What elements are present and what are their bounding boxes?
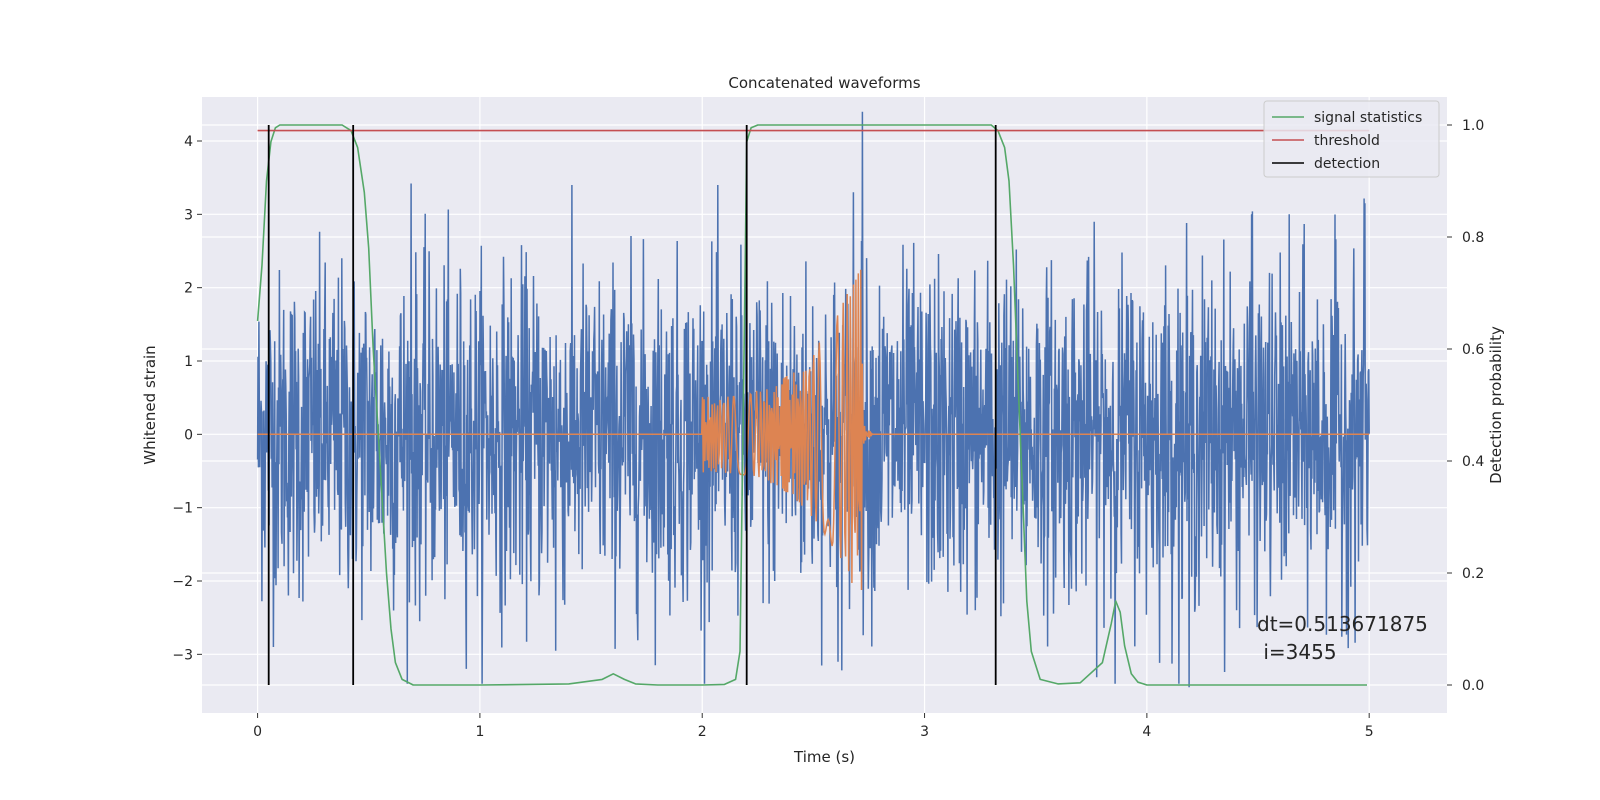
y2-tick-label: 1.0 xyxy=(1462,118,1484,134)
x-tick-label: 2 xyxy=(698,724,707,740)
legend: signal statistics threshold detection xyxy=(1263,100,1440,178)
y2-tick-label: 0.0 xyxy=(1462,678,1484,694)
y2-axis-label: Detection probability xyxy=(1487,326,1505,484)
y-tick-label: 0 xyxy=(184,427,193,443)
y-tick-label: 4 xyxy=(184,134,193,150)
legend-entry-threshold: threshold xyxy=(1314,133,1380,149)
y2-tick-label: 0.6 xyxy=(1462,342,1484,358)
y-tick-label: −1 xyxy=(172,501,193,517)
detection-series xyxy=(267,125,997,685)
y2-tick-label: 0.2 xyxy=(1462,566,1484,582)
y-tick-label: 2 xyxy=(184,281,193,297)
signal-statistics-line xyxy=(256,124,1367,686)
axis-ticks: 0 1 2 3 4 5 −3 −2 −1 0 1 2 3 4 0.0 0.2 0.4 0.6 0.8 1.0 xyxy=(172,118,1484,740)
y2-tick-label: 0.8 xyxy=(1462,230,1484,246)
legend-box xyxy=(1263,100,1440,178)
y-tick-label: 1 xyxy=(184,354,193,370)
legend-entry-signal-statistics: signal statistics xyxy=(1314,110,1422,126)
x-tick-label: 1 xyxy=(475,724,484,740)
y2-tick-label: 0.4 xyxy=(1462,454,1484,470)
y-tick-label: −2 xyxy=(172,574,193,590)
noise-strain-line xyxy=(256,111,1370,688)
legend-entry-detection: detection xyxy=(1314,156,1380,172)
y-axis-label: Whitened strain xyxy=(141,345,159,464)
chart-title: Concatenated waveforms xyxy=(728,74,920,92)
x-tick-label: 5 xyxy=(1365,724,1374,740)
signal-statistics-series xyxy=(256,124,1367,686)
x-tick-label: 4 xyxy=(1142,724,1151,740)
x-axis-label: Time (s) xyxy=(793,748,855,766)
x-tick-label: 0 xyxy=(253,724,262,740)
annotation-index: i=3455 xyxy=(1257,640,1337,664)
injected-signal-series xyxy=(257,269,1370,591)
x-tick-label: 3 xyxy=(920,724,929,740)
y-tick-label: −3 xyxy=(172,647,193,663)
y-tick-label: 3 xyxy=(184,207,193,223)
annotation-dt: dt=0.513671875 xyxy=(1257,612,1428,636)
injected-signal-line xyxy=(257,269,1370,591)
noise-strain-series xyxy=(256,111,1370,688)
